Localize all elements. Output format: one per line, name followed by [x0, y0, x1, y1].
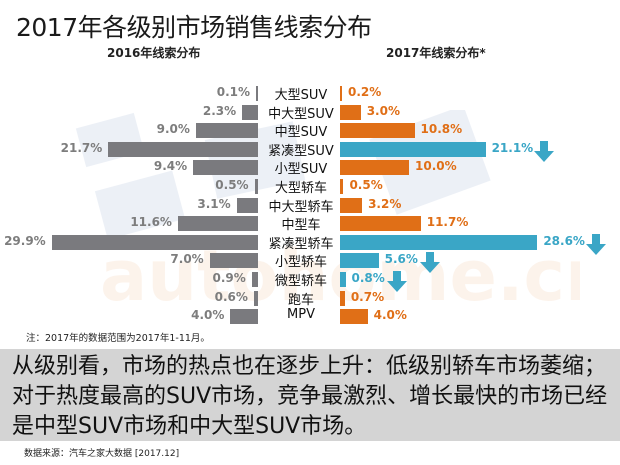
- bar-2016: [209, 253, 258, 269]
- value-2017: 0.2%: [348, 85, 382, 99]
- bar-2017: [340, 179, 344, 194]
- value-2017: 0.7%: [350, 289, 385, 304]
- chart-row: 3.1% 中大型轿车 3.2%: [0, 196, 620, 215]
- chart-row: 0.5% 大型轿车 0.5%: [0, 177, 620, 196]
- bar-2016: [256, 86, 258, 101]
- bar-2017: [340, 309, 368, 325]
- bar-2016: [177, 216, 258, 232]
- value-2016: 0.9%: [212, 271, 246, 285]
- bar-2016: [251, 272, 258, 287]
- category-label: 中大型轿车: [268, 199, 334, 215]
- down-arrow-icon: [386, 271, 407, 292]
- bar-2017: [340, 104, 361, 120]
- chart-row: 0.1% 大型SUV 0.2%: [0, 84, 620, 103]
- chart-row: 9.0% 中型SUV 10.8%: [0, 121, 620, 140]
- category-label: 小型轿车: [274, 255, 327, 271]
- value-2017: 5.6%: [384, 252, 418, 267]
- bar-2016: [242, 104, 258, 120]
- bar-2016: [51, 234, 258, 250]
- value-2016: 0.5%: [215, 178, 249, 192]
- summary-box: 从级别看，市场的热点也在逐步上升：低级别轿车市场萎缩；对于热度最高的SUV市场，…: [0, 349, 620, 441]
- left-heading: 2016年线索分布: [107, 46, 201, 60]
- category-label: 中型车: [281, 218, 321, 234]
- footnote: 注：2017年的数据范围为2017年1-11月。: [26, 333, 210, 344]
- bar-2017: [340, 290, 345, 306]
- right-heading: 2017年线索分布*: [386, 46, 486, 60]
- chart-row: 21.7% 紧凑型SUV 21.1%: [0, 140, 620, 162]
- value-2016: 9.0%: [156, 122, 190, 137]
- bar-2017: [340, 123, 415, 139]
- chart-row: 2.3% 中大型SUV 3.0%: [0, 103, 620, 122]
- chart-row: 0.6% 跑车 0.7%: [0, 289, 620, 308]
- chart-row: 11.6% 中型车 11.7%: [0, 214, 620, 233]
- value-2016: 2.3%: [202, 103, 237, 118]
- category-label: 大型SUV: [274, 88, 328, 103]
- bar-2016: [108, 141, 258, 157]
- bar-2017: [340, 272, 346, 287]
- chart-row: 9.4% 小型SUV 10.0%: [0, 158, 620, 177]
- bar-2017: [340, 197, 363, 213]
- value-2016: 21.7%: [60, 140, 103, 155]
- value-2016: 3.1%: [197, 196, 231, 211]
- value-2017: 4.0%: [373, 308, 407, 323]
- value-2017: 28.6%: [543, 233, 585, 248]
- chart-row: 29.9% 紧凑型轿车 28.6%: [0, 233, 620, 255]
- down-arrow-icon: [534, 140, 555, 162]
- category-label: 紧凑型SUV: [268, 143, 334, 159]
- category-label: 小型SUV: [274, 162, 328, 178]
- value-2016: 29.9%: [4, 233, 46, 248]
- category-label: 中型SUV: [274, 125, 328, 141]
- value-2017: 3.2%: [368, 196, 402, 211]
- bar-2017: [340, 86, 342, 101]
- bar-2016: [254, 179, 258, 194]
- bar-2017: [340, 141, 486, 157]
- category-label: 中大型SUV: [268, 106, 334, 122]
- chart-row: 4.0% MPV 4.0%: [0, 307, 620, 326]
- bar-2016: [230, 309, 258, 325]
- value-2017: 10.8%: [420, 122, 463, 137]
- bar-2017: [340, 216, 421, 232]
- value-2016: 4.0%: [191, 308, 225, 323]
- value-2016: 7.0%: [170, 252, 204, 267]
- value-2017: 11.7%: [426, 215, 469, 230]
- bar-2017: [340, 253, 379, 269]
- category-label: 紧凑型轿车: [268, 236, 334, 252]
- value-2016: 9.4%: [153, 159, 188, 174]
- bar-2016: [253, 290, 258, 306]
- bar-2016: [193, 160, 258, 176]
- bar-2017: [340, 160, 409, 176]
- chart-row: 0.9% 微型轿车 0.8%: [0, 270, 620, 292]
- chart-row: 7.0% 小型轿车 5.6%: [0, 251, 620, 274]
- down-arrow-icon: [585, 233, 606, 255]
- bar-2016: [195, 123, 258, 139]
- value-2017: 0.8%: [351, 271, 385, 285]
- value-2017: 3.0%: [366, 103, 400, 118]
- bar-2016: [236, 197, 258, 213]
- chart-title: 2017年各级别市场销售线索分布: [16, 13, 372, 42]
- data-source: 数据来源：汽车之家大数据 [2017.12]: [24, 449, 180, 459]
- bar-2017: [340, 234, 538, 250]
- value-2017: 0.5%: [349, 178, 383, 192]
- value-2016: 0.6%: [214, 289, 248, 304]
- category-label: 跑车: [287, 292, 314, 308]
- down-arrow-icon: [419, 252, 440, 274]
- value-2016: 0.1%: [216, 85, 250, 99]
- value-2017: 21.1%: [491, 140, 534, 155]
- category-label: 大型轿车: [274, 181, 327, 196]
- category-label: MPV: [287, 307, 315, 323]
- value-2016: 11.6%: [130, 215, 172, 230]
- category-label: 微型轿车: [274, 274, 327, 289]
- value-2017: 10.0%: [415, 159, 457, 174]
